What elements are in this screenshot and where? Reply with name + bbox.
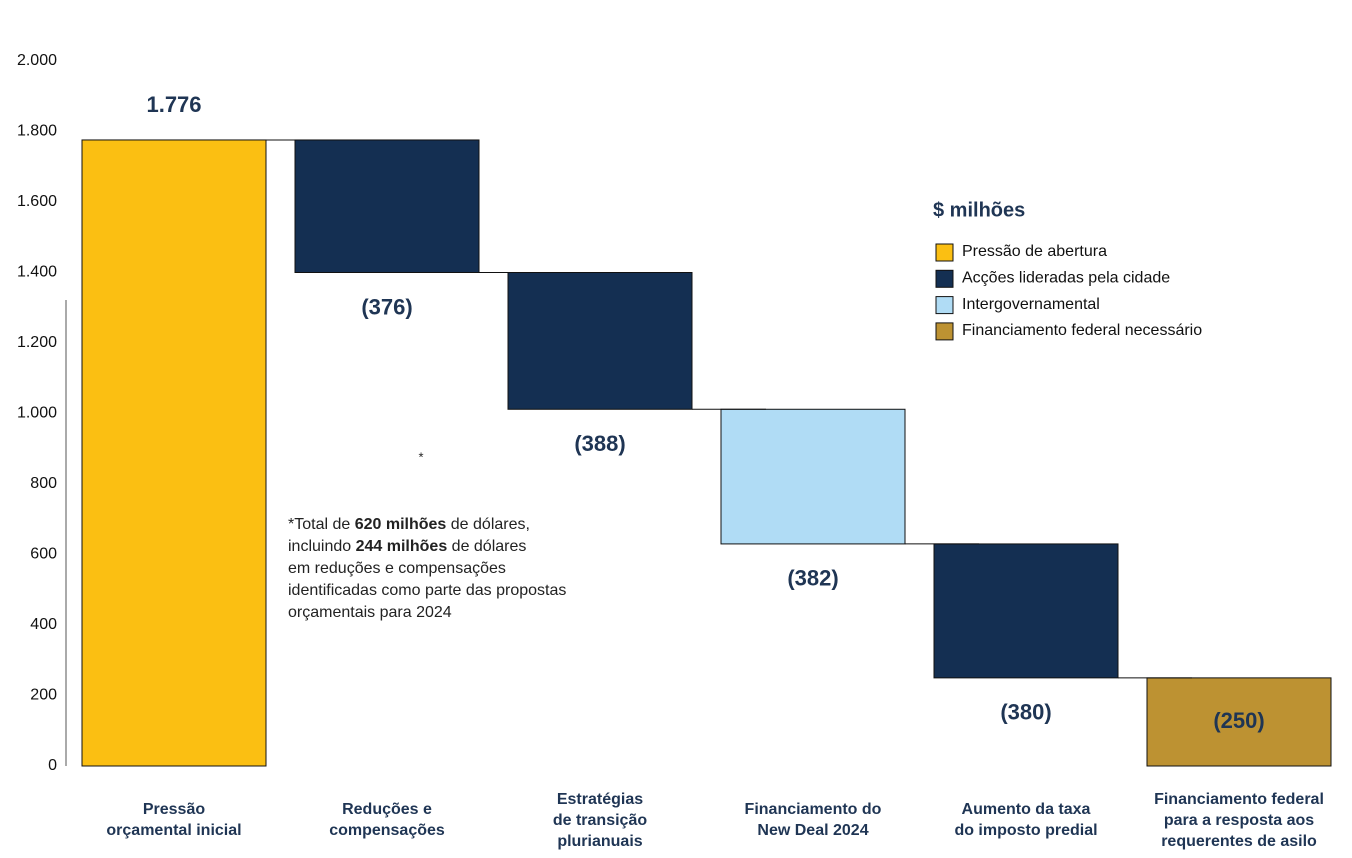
- value-label: 1.776: [146, 92, 201, 117]
- x-tick-label: orçamental inicial: [106, 822, 241, 839]
- bar: [933, 543, 1119, 679]
- x-tick-label: do imposto predial: [954, 822, 1097, 839]
- x-tick-label: Reduções e: [342, 801, 432, 818]
- x-tick-label: Pressão: [143, 801, 205, 818]
- bar: [507, 272, 693, 410]
- legend-swatch: [935, 243, 954, 262]
- x-tick-label: de transição: [553, 812, 647, 829]
- y-tick-label: 1.800: [17, 123, 57, 140]
- legend-swatch: [935, 322, 954, 341]
- annotation-run: orçamentais para 2024: [288, 604, 452, 621]
- y-tick-label: 1.200: [17, 334, 57, 351]
- y-tick-label: 600: [30, 546, 57, 563]
- legend-label: Intergovernamental: [962, 296, 1100, 313]
- annotation-run: 620 milhões: [355, 516, 447, 533]
- x-tick-label: plurianuais: [557, 833, 642, 850]
- annotation-run: de dólares,: [446, 516, 530, 533]
- legend-label: Pressão de abertura: [962, 243, 1107, 260]
- legend-swatch: [935, 269, 954, 288]
- y-tick-label: 1.000: [17, 405, 57, 422]
- bar: [81, 139, 267, 767]
- y-tick-label: 800: [30, 475, 57, 492]
- y-tick-label: 400: [30, 616, 57, 633]
- y-tick-label: 1.600: [17, 193, 57, 210]
- annotation-run: *Total de: [288, 516, 355, 533]
- y-tick-label: 1.400: [17, 264, 57, 281]
- x-tick-label: Estratégias: [557, 791, 643, 808]
- x-tick-label: para a resposta aos: [1164, 812, 1314, 829]
- value-label: (380): [1000, 700, 1051, 725]
- y-tick-label: 2.000: [17, 52, 57, 69]
- annotation-run: em reduções e compensações: [288, 560, 506, 577]
- bar: [720, 408, 906, 545]
- bar: [1146, 677, 1332, 767]
- value-label: (250): [1213, 708, 1264, 733]
- legend-label: Acções lideradas pela cidade: [962, 270, 1170, 287]
- annotation-run: incluindo: [288, 538, 356, 555]
- x-tick-label: New Deal 2024: [757, 822, 868, 839]
- x-tick-label: compensações: [329, 822, 445, 839]
- x-tick-label: requerentes de asilo: [1161, 833, 1317, 850]
- annotation-run: identificadas como parte das propostas: [288, 582, 566, 599]
- annotation-line: orçamentais para 2024: [288, 604, 452, 621]
- annotation-line: em reduções e compensações: [288, 560, 506, 577]
- annotation-marker: *: [418, 449, 423, 464]
- y-tick-label: 200: [30, 687, 57, 704]
- value-label: (388): [574, 431, 625, 456]
- annotation-line: identificadas como parte das propostas: [288, 582, 566, 599]
- legend-swatch: [935, 296, 954, 315]
- y-tick-label: 0: [48, 757, 57, 774]
- annotation-line: incluindo 244 milhões de dólares: [288, 538, 526, 555]
- annotation-line: *Total de 620 milhões de dólares,: [288, 516, 530, 533]
- annotation-run: de dólares: [447, 538, 526, 555]
- x-tick-label: Financiamento do: [745, 801, 882, 818]
- legend-label: Financiamento federal necessário: [962, 322, 1202, 339]
- value-label: (376): [361, 294, 412, 319]
- legend-title: $ milhões: [933, 199, 1025, 221]
- value-label: (382): [787, 566, 838, 591]
- x-tick-label: Aumento da taxa: [962, 801, 1091, 818]
- bar: [294, 139, 480, 273]
- x-tick-label: Financiamento federal: [1154, 791, 1324, 808]
- annotation-run: 244 milhões: [356, 538, 448, 555]
